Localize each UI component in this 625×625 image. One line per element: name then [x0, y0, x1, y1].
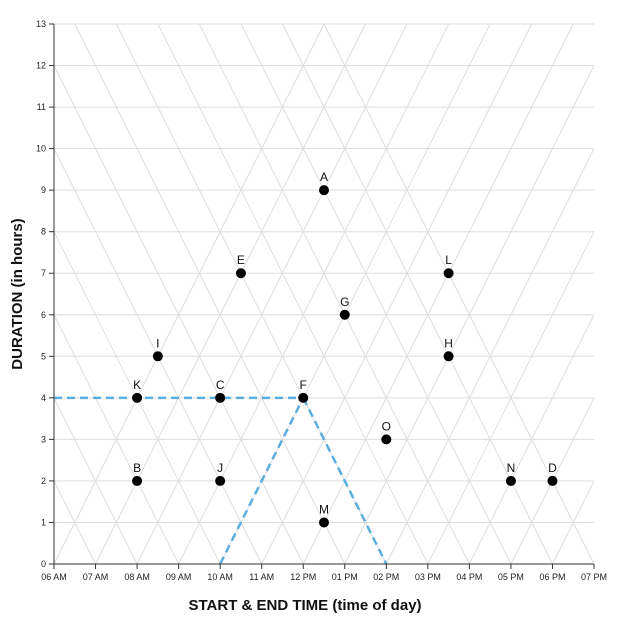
y-tick-label: 8	[41, 227, 46, 237]
point-label-l: L	[445, 253, 452, 267]
point-l	[443, 268, 454, 279]
start-gridline	[510, 396, 594, 564]
y-tick-label: 5	[41, 351, 46, 361]
x-tick-label: 01 PM	[332, 572, 358, 582]
point-k	[132, 392, 143, 403]
x-tick-label: 02 PM	[373, 572, 399, 582]
x-tick-label: 05 PM	[498, 572, 524, 582]
point-label-a: A	[320, 170, 328, 184]
x-tick-label: 03 PM	[415, 572, 441, 582]
start-gridline	[344, 64, 594, 564]
point-label-j: J	[217, 461, 223, 475]
x-tick-label: 07 PM	[581, 572, 607, 582]
y-axis-title: DURATION (in hours)	[9, 218, 26, 369]
point-c	[215, 392, 226, 403]
point-n	[505, 475, 516, 486]
point-h	[443, 351, 454, 362]
point-label-d: D	[548, 461, 557, 475]
x-tick-label: 12 PM	[290, 572, 316, 582]
point-label-c: C	[216, 378, 225, 392]
x-tick-label: 06 PM	[539, 572, 565, 582]
y-tick-label: 11	[37, 102, 46, 112]
end-gridline	[54, 64, 304, 564]
point-label-o: O	[382, 419, 391, 433]
point-m	[319, 517, 329, 528]
point-label-k: K	[133, 378, 141, 392]
x-axis-ticks: 06 AM 07 AM 08 AM 09 AM 10 AM 11 AM 12 PM 01 PM…	[41, 564, 607, 582]
end-gridline	[198, 24, 470, 564]
triangle-grid	[54, 24, 594, 564]
y-tick-label: 2	[41, 476, 46, 486]
point-g	[339, 309, 350, 320]
start-gridline	[468, 313, 594, 564]
start-gridline	[302, 24, 574, 564]
y-tick-label: 6	[41, 310, 46, 320]
y-tick-label: 1	[41, 517, 46, 527]
point-o	[381, 434, 392, 445]
start-gridline	[219, 24, 491, 564]
start-guide	[219, 397, 305, 565]
start-gridline	[54, 24, 325, 564]
point-label-f: F	[300, 378, 307, 392]
highlight-guides	[54, 396, 388, 565]
point-j	[215, 475, 226, 486]
point-f	[298, 392, 309, 403]
point-label-h: H	[444, 336, 453, 350]
y-tick-label: 9	[41, 185, 46, 195]
x-tick-label: 06 AM	[41, 572, 67, 582]
point-label-n: N	[507, 461, 516, 475]
y-tick-label: 12	[36, 61, 46, 71]
point-label-e: E	[237, 253, 245, 267]
x-tick-label: 04 PM	[456, 572, 482, 582]
start-gridline	[385, 147, 594, 564]
point-label-m: M	[319, 502, 329, 516]
end-gridline	[74, 24, 346, 564]
x-axis-title: START & END TIME (time of day)	[188, 597, 421, 614]
end-guide	[302, 397, 388, 565]
x-tick-label: 10 AM	[207, 572, 233, 582]
point-label-g: G	[340, 295, 349, 309]
start-gridline	[136, 24, 408, 564]
end-gridline	[54, 230, 221, 564]
x-tick-label: 11 AM	[249, 572, 274, 582]
point-i	[152, 351, 163, 362]
point-b	[132, 475, 143, 486]
end-gridline	[282, 24, 553, 564]
axes	[53, 24, 594, 565]
end-gridline	[54, 147, 263, 564]
start-gridline	[178, 24, 450, 564]
point-a	[319, 185, 329, 196]
data-points: A B C D E F G H I J K L M N O	[132, 170, 558, 528]
x-tick-label: 07 AM	[83, 572, 109, 582]
start-gridline	[261, 24, 533, 564]
end-gridline	[157, 24, 429, 564]
y-tick-label: 10	[36, 144, 46, 154]
y-tick-label: 4	[41, 393, 46, 403]
point-d	[547, 475, 558, 486]
x-tick-label: 08 AM	[124, 572, 150, 582]
end-gridline	[54, 396, 138, 564]
point-label-b: B	[133, 461, 141, 475]
point-label-i: I	[156, 336, 159, 350]
start-gridline	[427, 230, 594, 564]
end-gridline	[240, 24, 512, 564]
y-tick-label: 3	[41, 434, 46, 444]
y-tick-label: 7	[41, 268, 46, 278]
end-gridline	[323, 24, 594, 564]
point-e	[235, 268, 246, 279]
end-gridline	[54, 313, 180, 564]
x-tick-label: 09 AM	[166, 572, 192, 582]
start-gridline	[95, 24, 366, 564]
y-tick-label: 13	[36, 19, 46, 29]
y-tick-label: 0	[41, 559, 46, 569]
